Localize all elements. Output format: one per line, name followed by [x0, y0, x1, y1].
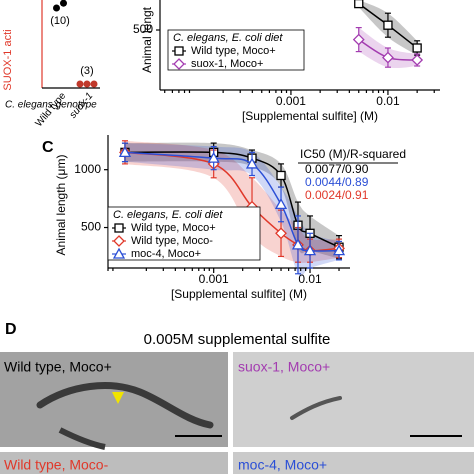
photo-label: moc-4, Moco+ [238, 457, 327, 473]
y-tick-label: 500 [133, 22, 153, 36]
marker [303, 244, 317, 256]
marker [383, 20, 393, 30]
marker [207, 151, 220, 163]
marker [291, 238, 305, 250]
x-axis-label: [Supplemental sulfite] (M) [242, 109, 378, 123]
dot [83, 80, 91, 88]
y-axis-label: SUOX-1 acti [2, 29, 14, 90]
legend-title: C. elegans, E. coli diet [113, 209, 223, 221]
marker [245, 157, 259, 169]
legend-title: C. elegans, E. coli diet [173, 32, 283, 44]
marker [332, 244, 346, 256]
annotation-title: IC50 (M)/R-squared [300, 147, 406, 161]
marker [274, 198, 288, 210]
legend-label: Wild type, Moco+ [131, 222, 216, 234]
count-label: (3) [80, 65, 93, 77]
dot [60, 0, 67, 7]
photo-label: suox-1, Moco+ [238, 359, 330, 375]
y-axis-label: Animal lengt [140, 6, 154, 73]
annotation: 0.0044/0.89 [305, 175, 369, 189]
ci-band [358, 27, 418, 69]
photo [233, 452, 474, 474]
photo [0, 352, 228, 447]
marker [354, 0, 364, 9]
x-tick-label: 0.01 [376, 94, 400, 108]
legend-label: Wild type, Moco- [131, 235, 213, 247]
marker [118, 146, 132, 157]
worm [58, 427, 106, 450]
x-tick-label: 0.001 [276, 94, 306, 108]
marker [382, 51, 394, 64]
marker [352, 33, 365, 46]
marker [276, 170, 286, 181]
annotation: 0.0077/0.90 [305, 162, 369, 176]
arrowhead [112, 392, 124, 404]
marker [275, 227, 287, 240]
marker [114, 223, 124, 233]
x-tick-label: 0.01 [298, 272, 322, 286]
marker [412, 43, 422, 53]
marker [411, 54, 424, 66]
dot [76, 80, 84, 88]
annotation: 0.0024/0.91 [305, 188, 369, 202]
legend-label: Wild type, Moco+ [191, 45, 276, 57]
y-tick-label: 1000 [74, 162, 101, 176]
legend-box [167, 29, 305, 71]
x-axis-label: C. elegans genotype [5, 100, 97, 111]
marker [113, 235, 125, 247]
panel-label: C [42, 139, 54, 156]
panel-title: 0.005M supplemental sulfite [144, 331, 331, 348]
photo [0, 452, 228, 474]
panel-label: D [5, 321, 17, 338]
photo [233, 352, 474, 447]
count-label: (10) [50, 15, 70, 27]
x-axis-label: [Supplemental sulfite] (M) [171, 287, 307, 301]
photo-label: Wild type, Moco+ [4, 359, 112, 375]
legend-label: moc-4, Moco+ [131, 248, 201, 260]
ci-band [124, 143, 340, 277]
dot [90, 80, 98, 88]
dot [53, 4, 60, 12]
y-tick-label: 500 [81, 220, 101, 234]
photo-label: Wild type, Moco- [4, 457, 109, 473]
legend-box [107, 206, 261, 261]
legend-label: suox-1, Moco+ [191, 58, 263, 70]
worm [36, 382, 214, 429]
x-tick-label: 0.001 [199, 272, 229, 286]
y-axis-label: Animal length (μm) [54, 155, 68, 256]
marker [112, 247, 126, 259]
marker [173, 58, 185, 70]
marker [174, 46, 184, 56]
worm [290, 396, 342, 420]
panel-d-photos [0, 352, 474, 474]
